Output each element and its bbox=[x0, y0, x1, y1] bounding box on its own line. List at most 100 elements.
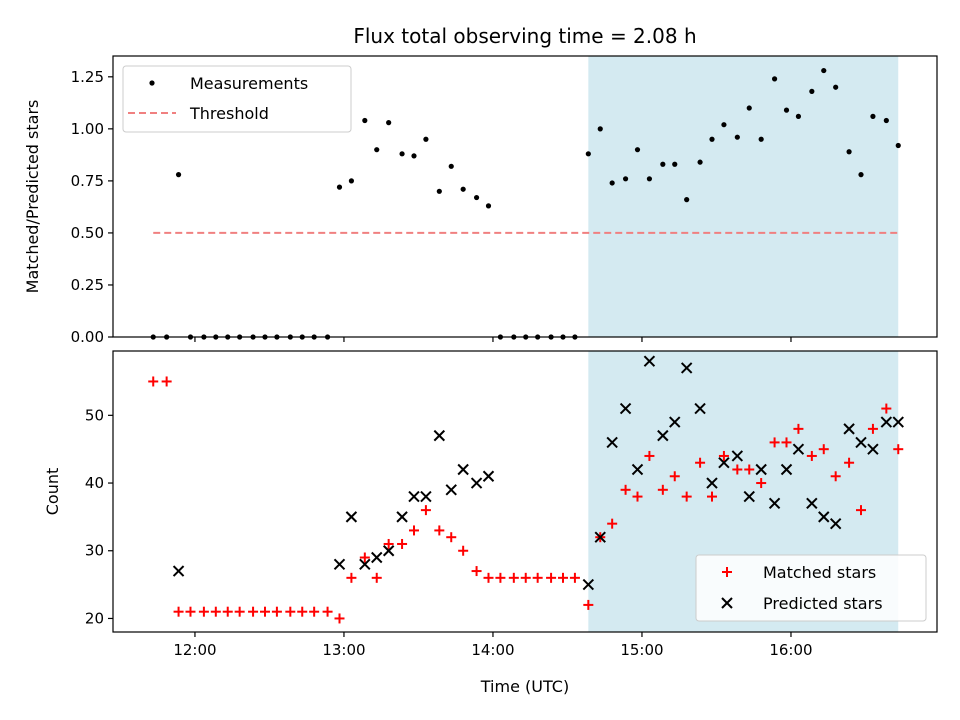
measurement-point bbox=[622, 176, 629, 182]
matched-star-point bbox=[781, 437, 792, 448]
predicted-star-point bbox=[855, 436, 867, 449]
predicted-star-point bbox=[669, 416, 681, 428]
matched-star-point bbox=[644, 450, 655, 461]
matched-star-point bbox=[173, 606, 184, 617]
measurement-point bbox=[423, 136, 429, 142]
bottom-y-ticks: 20 30 40 50 bbox=[85, 406, 113, 627]
x-tick-label: 12:00 bbox=[173, 641, 216, 659]
matched-star-point bbox=[632, 491, 643, 502]
measurement-point bbox=[634, 147, 641, 153]
measurement-point bbox=[870, 113, 876, 119]
predicted-star-point bbox=[382, 545, 395, 557]
measurement-point bbox=[362, 117, 368, 124]
measurement-point bbox=[697, 159, 703, 165]
predicted-star-point bbox=[780, 463, 793, 476]
predicted-star-point bbox=[445, 484, 457, 496]
top-panel: 0.00 0.25 0.50 0.75 1.00 1.25 Matched/Predict… bbox=[23, 55, 938, 346]
measurement-point bbox=[646, 176, 653, 182]
predicted-star-point bbox=[880, 416, 893, 428]
top-y-tick-label: 0.00 bbox=[71, 328, 104, 346]
top-y-tick-label: 1.25 bbox=[71, 68, 104, 86]
measurement-point bbox=[672, 161, 678, 167]
predicted-stars-points bbox=[172, 355, 904, 591]
matched-star-point bbox=[532, 572, 543, 583]
matched-star-point bbox=[234, 606, 245, 617]
measurement-point bbox=[411, 153, 417, 159]
matched-star-point bbox=[856, 505, 867, 516]
top-y-tick-label: 0.25 bbox=[71, 276, 104, 294]
measurement-point bbox=[783, 107, 790, 113]
legend-predicted-label: Predicted stars bbox=[763, 594, 883, 613]
measurement-point bbox=[734, 134, 740, 140]
matched-star-point bbox=[346, 572, 357, 583]
measurement-point bbox=[374, 147, 380, 153]
bottom-y-tick-label: 50 bbox=[85, 406, 104, 424]
predicted-star-point bbox=[731, 450, 744, 462]
matched-star-point bbox=[818, 444, 829, 455]
matched-star-point bbox=[334, 613, 345, 624]
matched-star-point bbox=[695, 457, 706, 468]
matched-star-point bbox=[495, 572, 506, 583]
matched-stars-points bbox=[148, 376, 904, 624]
matched-star-point bbox=[769, 437, 780, 448]
measurement-point bbox=[895, 142, 901, 149]
measurement-point bbox=[821, 67, 827, 74]
predicted-star-point bbox=[172, 565, 185, 577]
measurement-point bbox=[660, 161, 666, 167]
measurement-point bbox=[883, 117, 889, 124]
predicted-star-point bbox=[333, 558, 346, 570]
top-y-tick-label: 0.50 bbox=[71, 224, 104, 242]
top-axes-frame bbox=[112, 55, 938, 338]
measurement-point bbox=[348, 178, 355, 184]
predicted-star-point bbox=[755, 463, 767, 476]
measurement-point bbox=[846, 149, 852, 155]
predicted-star-point bbox=[892, 416, 904, 428]
matched-star-point bbox=[707, 491, 718, 502]
matched-star-point bbox=[397, 538, 408, 549]
bottom-y-tick-label: 20 bbox=[85, 609, 104, 627]
matched-star-point bbox=[520, 572, 531, 583]
bottom-y-tick-label: 30 bbox=[85, 542, 104, 560]
bottom-legend-box bbox=[695, 554, 927, 622]
x-axis-label: Time (UTC) bbox=[480, 677, 569, 696]
matched-star-point bbox=[271, 606, 282, 617]
matched-star-point bbox=[756, 478, 767, 489]
matched-star-point bbox=[557, 572, 568, 583]
x-tick-label: 16:00 bbox=[769, 641, 812, 659]
predicted-star-point bbox=[457, 463, 469, 476]
predicted-star-point bbox=[657, 429, 669, 442]
x-tick-label: 14:00 bbox=[471, 641, 514, 659]
matched-star-point bbox=[620, 484, 631, 495]
matched-star-point bbox=[881, 403, 892, 414]
matched-star-point bbox=[210, 606, 221, 617]
matched-star-point bbox=[408, 525, 419, 536]
matched-star-point bbox=[867, 423, 878, 434]
predicted-star-point bbox=[359, 558, 371, 570]
matched-star-point bbox=[383, 538, 394, 549]
matched-star-point bbox=[830, 471, 841, 482]
matched-star-point bbox=[893, 444, 904, 455]
matched-star-point bbox=[483, 572, 494, 583]
predicted-star-point bbox=[408, 490, 420, 503]
measurement-point bbox=[585, 151, 591, 157]
measurement-point bbox=[684, 197, 690, 203]
matched-star-point bbox=[844, 457, 855, 468]
x-tick-label: 13:00 bbox=[322, 641, 365, 659]
predicted-star-point bbox=[806, 497, 818, 510]
measurement-point bbox=[399, 151, 405, 157]
legend-threshold-label: Threshold bbox=[189, 104, 269, 123]
bottom-panel: 20 30 40 50 12:00 13:00 14:00 15:00 16:00 Count… bbox=[43, 350, 938, 696]
bottom-x-ticks: 12:00 13:00 14:00 15:00 16:00 bbox=[173, 632, 813, 659]
measurement-point bbox=[485, 203, 492, 209]
predicted-star-point bbox=[606, 436, 618, 449]
measurement-point bbox=[473, 194, 480, 201]
predicted-star-point bbox=[371, 551, 383, 564]
matched-star-point bbox=[732, 464, 743, 475]
predicted-star-point bbox=[768, 497, 781, 510]
matched-star-point bbox=[669, 471, 680, 482]
legend-measurements-label: Measurements bbox=[190, 74, 308, 93]
bottom-axes-frame bbox=[112, 350, 938, 633]
matched-star-point bbox=[359, 552, 370, 563]
measurement-point bbox=[175, 172, 182, 178]
matched-star-point bbox=[420, 505, 431, 516]
